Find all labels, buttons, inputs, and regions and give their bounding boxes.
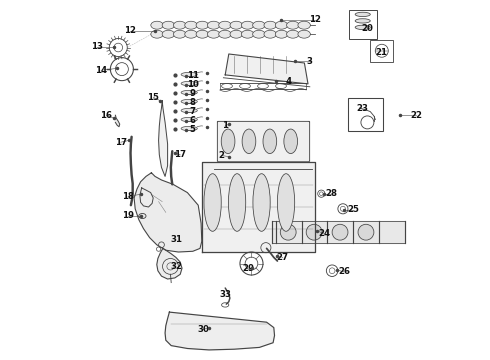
Ellipse shape	[204, 174, 221, 231]
Text: 32: 32	[171, 262, 183, 271]
Ellipse shape	[275, 21, 288, 29]
Text: 31: 31	[171, 235, 183, 244]
Text: 13: 13	[92, 42, 103, 51]
Ellipse shape	[173, 21, 186, 29]
Ellipse shape	[355, 25, 370, 30]
Text: 3: 3	[307, 57, 313, 66]
Ellipse shape	[253, 174, 270, 231]
Ellipse shape	[355, 19, 370, 23]
Text: 1: 1	[222, 122, 228, 130]
Ellipse shape	[221, 129, 235, 153]
Polygon shape	[134, 173, 202, 252]
Text: 7: 7	[190, 107, 196, 116]
Ellipse shape	[151, 30, 163, 38]
Text: 5: 5	[190, 125, 196, 134]
Ellipse shape	[242, 21, 254, 29]
Ellipse shape	[298, 30, 310, 38]
Polygon shape	[159, 101, 168, 176]
Text: 2: 2	[219, 151, 224, 160]
Ellipse shape	[185, 21, 197, 29]
Ellipse shape	[181, 90, 197, 95]
Text: 21: 21	[376, 48, 388, 57]
Ellipse shape	[284, 129, 297, 153]
Text: 11: 11	[187, 71, 199, 80]
Ellipse shape	[162, 30, 174, 38]
Ellipse shape	[277, 174, 294, 231]
Text: 10: 10	[187, 80, 199, 89]
Polygon shape	[116, 115, 120, 127]
Text: 22: 22	[410, 111, 422, 120]
Text: 16: 16	[100, 111, 112, 120]
Ellipse shape	[181, 126, 197, 131]
Ellipse shape	[162, 21, 174, 29]
Circle shape	[358, 224, 374, 240]
Text: 9: 9	[190, 89, 196, 98]
Text: 12: 12	[124, 26, 136, 35]
Ellipse shape	[196, 30, 209, 38]
Ellipse shape	[207, 30, 220, 38]
Ellipse shape	[219, 30, 231, 38]
Ellipse shape	[230, 21, 243, 29]
Ellipse shape	[196, 21, 209, 29]
Ellipse shape	[181, 117, 197, 122]
Ellipse shape	[219, 21, 231, 29]
Text: 20: 20	[362, 24, 373, 33]
Text: 27: 27	[277, 253, 289, 262]
Ellipse shape	[355, 12, 370, 17]
Ellipse shape	[242, 30, 254, 38]
Polygon shape	[140, 188, 153, 207]
Ellipse shape	[181, 99, 197, 104]
Ellipse shape	[173, 30, 186, 38]
Text: 4: 4	[285, 77, 291, 85]
Ellipse shape	[207, 21, 220, 29]
Ellipse shape	[287, 30, 299, 38]
Ellipse shape	[298, 21, 310, 29]
Text: 17: 17	[174, 150, 186, 159]
Text: 17: 17	[115, 138, 127, 147]
Polygon shape	[202, 162, 315, 252]
Ellipse shape	[185, 30, 197, 38]
Circle shape	[306, 224, 322, 240]
Ellipse shape	[264, 21, 276, 29]
Polygon shape	[225, 54, 308, 84]
Polygon shape	[157, 248, 182, 279]
Text: 14: 14	[95, 66, 107, 75]
Polygon shape	[165, 312, 274, 350]
Ellipse shape	[263, 129, 277, 153]
Text: 19: 19	[122, 211, 134, 220]
Ellipse shape	[230, 30, 243, 38]
Ellipse shape	[275, 30, 288, 38]
Ellipse shape	[181, 108, 197, 113]
Ellipse shape	[181, 81, 197, 86]
Polygon shape	[218, 122, 308, 160]
Text: 26: 26	[338, 267, 350, 276]
Circle shape	[280, 224, 296, 240]
Text: 28: 28	[325, 189, 338, 198]
Text: 8: 8	[190, 98, 196, 107]
Ellipse shape	[242, 129, 256, 153]
Text: 33: 33	[219, 290, 231, 299]
Ellipse shape	[151, 21, 163, 29]
Text: 23: 23	[356, 104, 368, 112]
Text: 12: 12	[309, 15, 321, 24]
Ellipse shape	[253, 30, 265, 38]
Circle shape	[332, 224, 348, 240]
Text: 6: 6	[190, 116, 196, 125]
Ellipse shape	[287, 21, 299, 29]
Ellipse shape	[253, 21, 265, 29]
Text: 29: 29	[243, 264, 255, 273]
Text: 18: 18	[122, 192, 134, 201]
Ellipse shape	[181, 72, 197, 77]
Text: 25: 25	[347, 205, 359, 214]
Text: 30: 30	[197, 325, 210, 334]
Ellipse shape	[264, 30, 276, 38]
Polygon shape	[272, 221, 405, 243]
Text: 24: 24	[318, 229, 330, 238]
Ellipse shape	[228, 174, 245, 231]
Text: 15: 15	[147, 93, 159, 102]
